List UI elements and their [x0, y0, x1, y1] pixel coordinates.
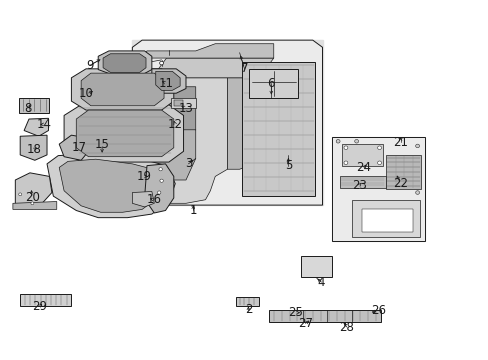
- Polygon shape: [20, 135, 47, 160]
- Ellipse shape: [31, 202, 34, 205]
- Polygon shape: [144, 87, 195, 139]
- Text: 22: 22: [392, 177, 407, 190]
- Ellipse shape: [335, 139, 339, 143]
- Text: 6: 6: [267, 77, 275, 90]
- Text: 16: 16: [146, 193, 162, 206]
- Ellipse shape: [354, 139, 358, 143]
- Polygon shape: [59, 135, 88, 160]
- Polygon shape: [76, 110, 173, 157]
- Text: 5: 5: [284, 159, 291, 172]
- Polygon shape: [242, 62, 315, 196]
- Ellipse shape: [343, 146, 347, 149]
- Polygon shape: [71, 69, 173, 110]
- Text: 10: 10: [79, 87, 93, 100]
- Polygon shape: [385, 155, 420, 189]
- Text: 9: 9: [86, 59, 94, 72]
- Polygon shape: [20, 294, 71, 306]
- Text: 17: 17: [71, 141, 86, 154]
- Text: 14: 14: [37, 118, 52, 131]
- Ellipse shape: [415, 144, 419, 148]
- Text: 29: 29: [32, 300, 47, 313]
- Polygon shape: [81, 73, 163, 106]
- Text: 7: 7: [240, 62, 248, 75]
- Text: 13: 13: [178, 102, 193, 115]
- Polygon shape: [47, 153, 175, 218]
- Polygon shape: [268, 310, 380, 321]
- Polygon shape: [98, 51, 152, 73]
- Text: 21: 21: [392, 136, 407, 149]
- Text: 4: 4: [317, 276, 325, 289]
- Text: 8: 8: [24, 102, 31, 115]
- Text: 12: 12: [167, 118, 183, 131]
- Text: 11: 11: [159, 77, 174, 90]
- Polygon shape: [235, 297, 259, 306]
- Text: 27: 27: [297, 317, 312, 330]
- Polygon shape: [144, 164, 173, 213]
- Polygon shape: [171, 98, 195, 108]
- Polygon shape: [331, 137, 424, 241]
- Polygon shape: [132, 40, 322, 205]
- Ellipse shape: [159, 168, 162, 171]
- Ellipse shape: [160, 179, 163, 182]
- Polygon shape: [19, 98, 49, 113]
- Polygon shape: [103, 54, 146, 72]
- Polygon shape: [132, 192, 154, 207]
- Ellipse shape: [343, 161, 347, 165]
- Text: 23: 23: [351, 179, 366, 192]
- Polygon shape: [300, 256, 331, 277]
- Text: 28: 28: [339, 320, 354, 333]
- Ellipse shape: [377, 146, 381, 149]
- Polygon shape: [156, 71, 180, 90]
- Polygon shape: [339, 176, 385, 188]
- Polygon shape: [152, 58, 273, 78]
- Polygon shape: [152, 69, 185, 93]
- Polygon shape: [24, 118, 48, 136]
- Polygon shape: [140, 44, 273, 58]
- Polygon shape: [331, 137, 424, 241]
- Polygon shape: [227, 78, 259, 169]
- Text: 26: 26: [370, 305, 386, 318]
- Polygon shape: [341, 144, 383, 166]
- Polygon shape: [174, 100, 183, 106]
- Text: 2: 2: [244, 303, 252, 316]
- Polygon shape: [361, 209, 412, 232]
- Text: 15: 15: [95, 138, 109, 150]
- Polygon shape: [351, 200, 419, 237]
- Ellipse shape: [165, 50, 171, 55]
- Polygon shape: [64, 105, 183, 162]
- Polygon shape: [249, 69, 298, 98]
- Ellipse shape: [377, 161, 381, 165]
- Text: 24: 24: [356, 161, 371, 174]
- Text: 1: 1: [189, 204, 197, 217]
- Ellipse shape: [159, 61, 163, 65]
- Polygon shape: [59, 159, 162, 212]
- Polygon shape: [132, 40, 322, 205]
- Text: 20: 20: [25, 192, 40, 204]
- Polygon shape: [15, 173, 52, 209]
- Ellipse shape: [19, 193, 21, 196]
- Ellipse shape: [415, 191, 419, 194]
- Text: 18: 18: [26, 143, 41, 156]
- Polygon shape: [140, 78, 227, 203]
- Polygon shape: [13, 202, 57, 210]
- Text: 25: 25: [287, 306, 303, 319]
- Ellipse shape: [157, 191, 161, 194]
- Text: 3: 3: [184, 157, 192, 170]
- Ellipse shape: [268, 77, 278, 88]
- Text: 19: 19: [137, 170, 152, 183]
- Polygon shape: [144, 130, 195, 180]
